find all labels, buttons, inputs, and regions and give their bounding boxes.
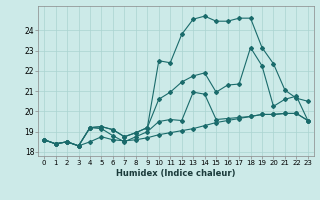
X-axis label: Humidex (Indice chaleur): Humidex (Indice chaleur)	[116, 169, 236, 178]
